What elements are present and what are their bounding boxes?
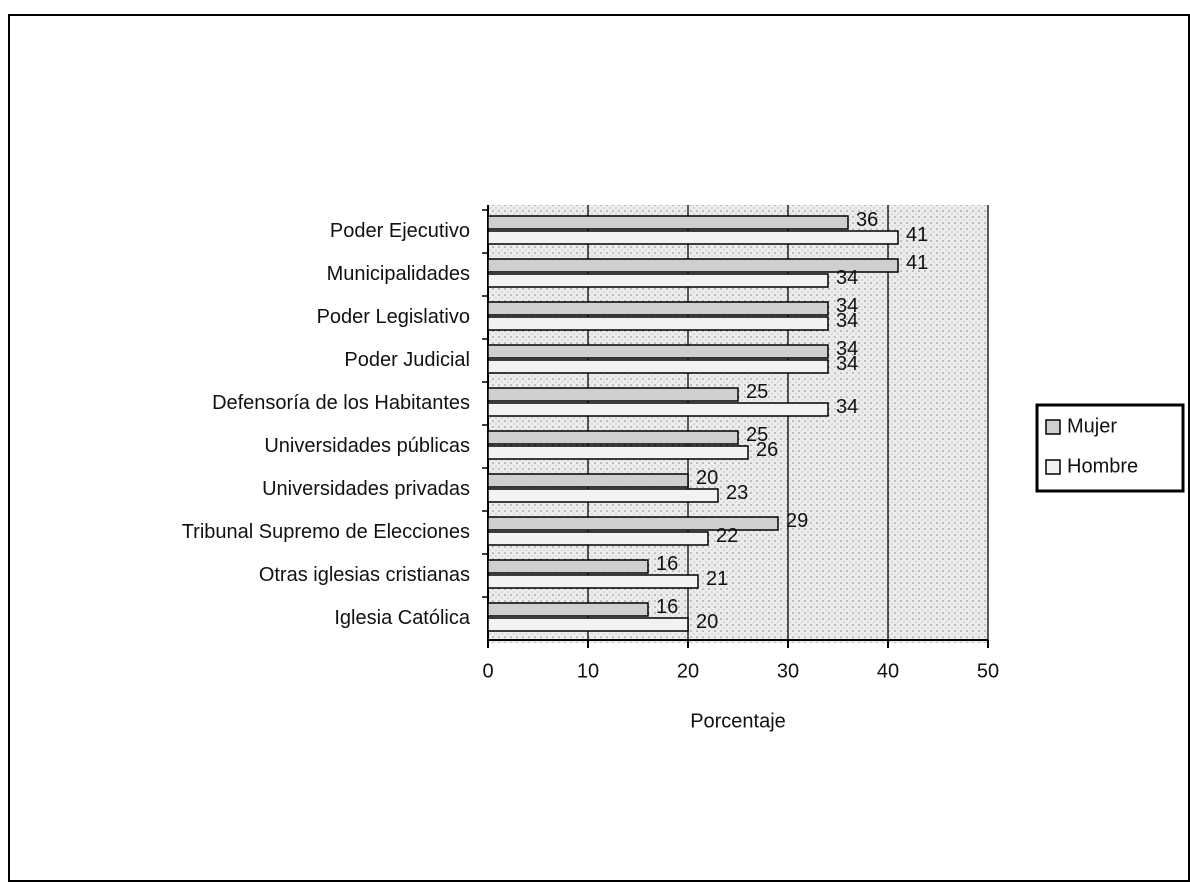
data-label: 25 — [746, 424, 768, 446]
data-label: 34 — [836, 267, 858, 289]
bar — [487, 488, 719, 503]
data-label: 21 — [706, 568, 728, 590]
bar — [487, 301, 829, 316]
bar — [487, 344, 829, 359]
y-tick-label: Poder Legislativo — [317, 306, 470, 328]
data-label: 25 — [746, 381, 768, 403]
bar — [487, 445, 749, 460]
bar — [487, 617, 689, 632]
data-label: 34 — [836, 396, 858, 418]
data-label: 34 — [836, 310, 858, 332]
y-tick-label: Iglesia Católica — [334, 607, 471, 629]
bar — [487, 273, 829, 288]
bar — [487, 559, 649, 574]
data-label: 41 — [906, 224, 928, 246]
legend-swatch — [1045, 419, 1061, 435]
x-tick-label: 10 — [577, 660, 599, 682]
bar — [487, 215, 849, 230]
data-label: 16 — [656, 596, 678, 618]
x-tick-label: 40 — [877, 660, 899, 682]
bar — [487, 531, 709, 546]
x-tick-label: 20 — [677, 660, 699, 682]
x-tick-label: 50 — [977, 660, 999, 682]
legend-swatch — [1045, 459, 1061, 475]
data-label: 34 — [836, 338, 858, 360]
legend-box — [1035, 403, 1185, 493]
bar — [487, 387, 739, 402]
bar — [487, 402, 829, 417]
y-tick-label: Poder Judicial — [344, 349, 470, 371]
bar — [487, 316, 829, 331]
data-label: 20 — [696, 467, 718, 489]
y-tick-label: Universidades privadas — [262, 478, 470, 500]
x-tick-label: 0 — [482, 660, 493, 682]
legend-label: Mujer — [1067, 415, 1117, 437]
data-label: 20 — [696, 611, 718, 633]
data-label: 36 — [856, 209, 878, 231]
data-label: 23 — [726, 482, 748, 504]
y-tick-label: Municipalidades — [327, 263, 470, 285]
bar — [487, 230, 899, 245]
bar — [487, 359, 829, 374]
legend-label: Hombre — [1067, 455, 1138, 477]
bar — [487, 574, 699, 589]
data-label: 16 — [656, 553, 678, 575]
bar — [487, 516, 779, 531]
data-label: 34 — [836, 295, 858, 317]
bar — [487, 473, 689, 488]
y-tick-label: Defensoría de los Habitantes — [212, 392, 470, 414]
bar — [487, 602, 649, 617]
data-label: 26 — [756, 439, 778, 461]
data-label: 29 — [786, 510, 808, 532]
x-tick-label: 30 — [777, 660, 799, 682]
y-tick-label: Poder Ejecutivo — [330, 220, 470, 242]
y-tick-label: Otras iglesias cristianas — [259, 564, 470, 586]
x-axis-label: Porcentaje — [690, 710, 786, 732]
y-tick-label: Tribunal Supremo de Elecciones — [182, 521, 470, 543]
y-tick-label: Universidades públicas — [264, 435, 470, 457]
bar — [487, 430, 739, 445]
data-label: 22 — [716, 525, 738, 547]
bar — [487, 258, 899, 273]
data-label: 34 — [836, 353, 858, 375]
data-label: 41 — [906, 252, 928, 274]
